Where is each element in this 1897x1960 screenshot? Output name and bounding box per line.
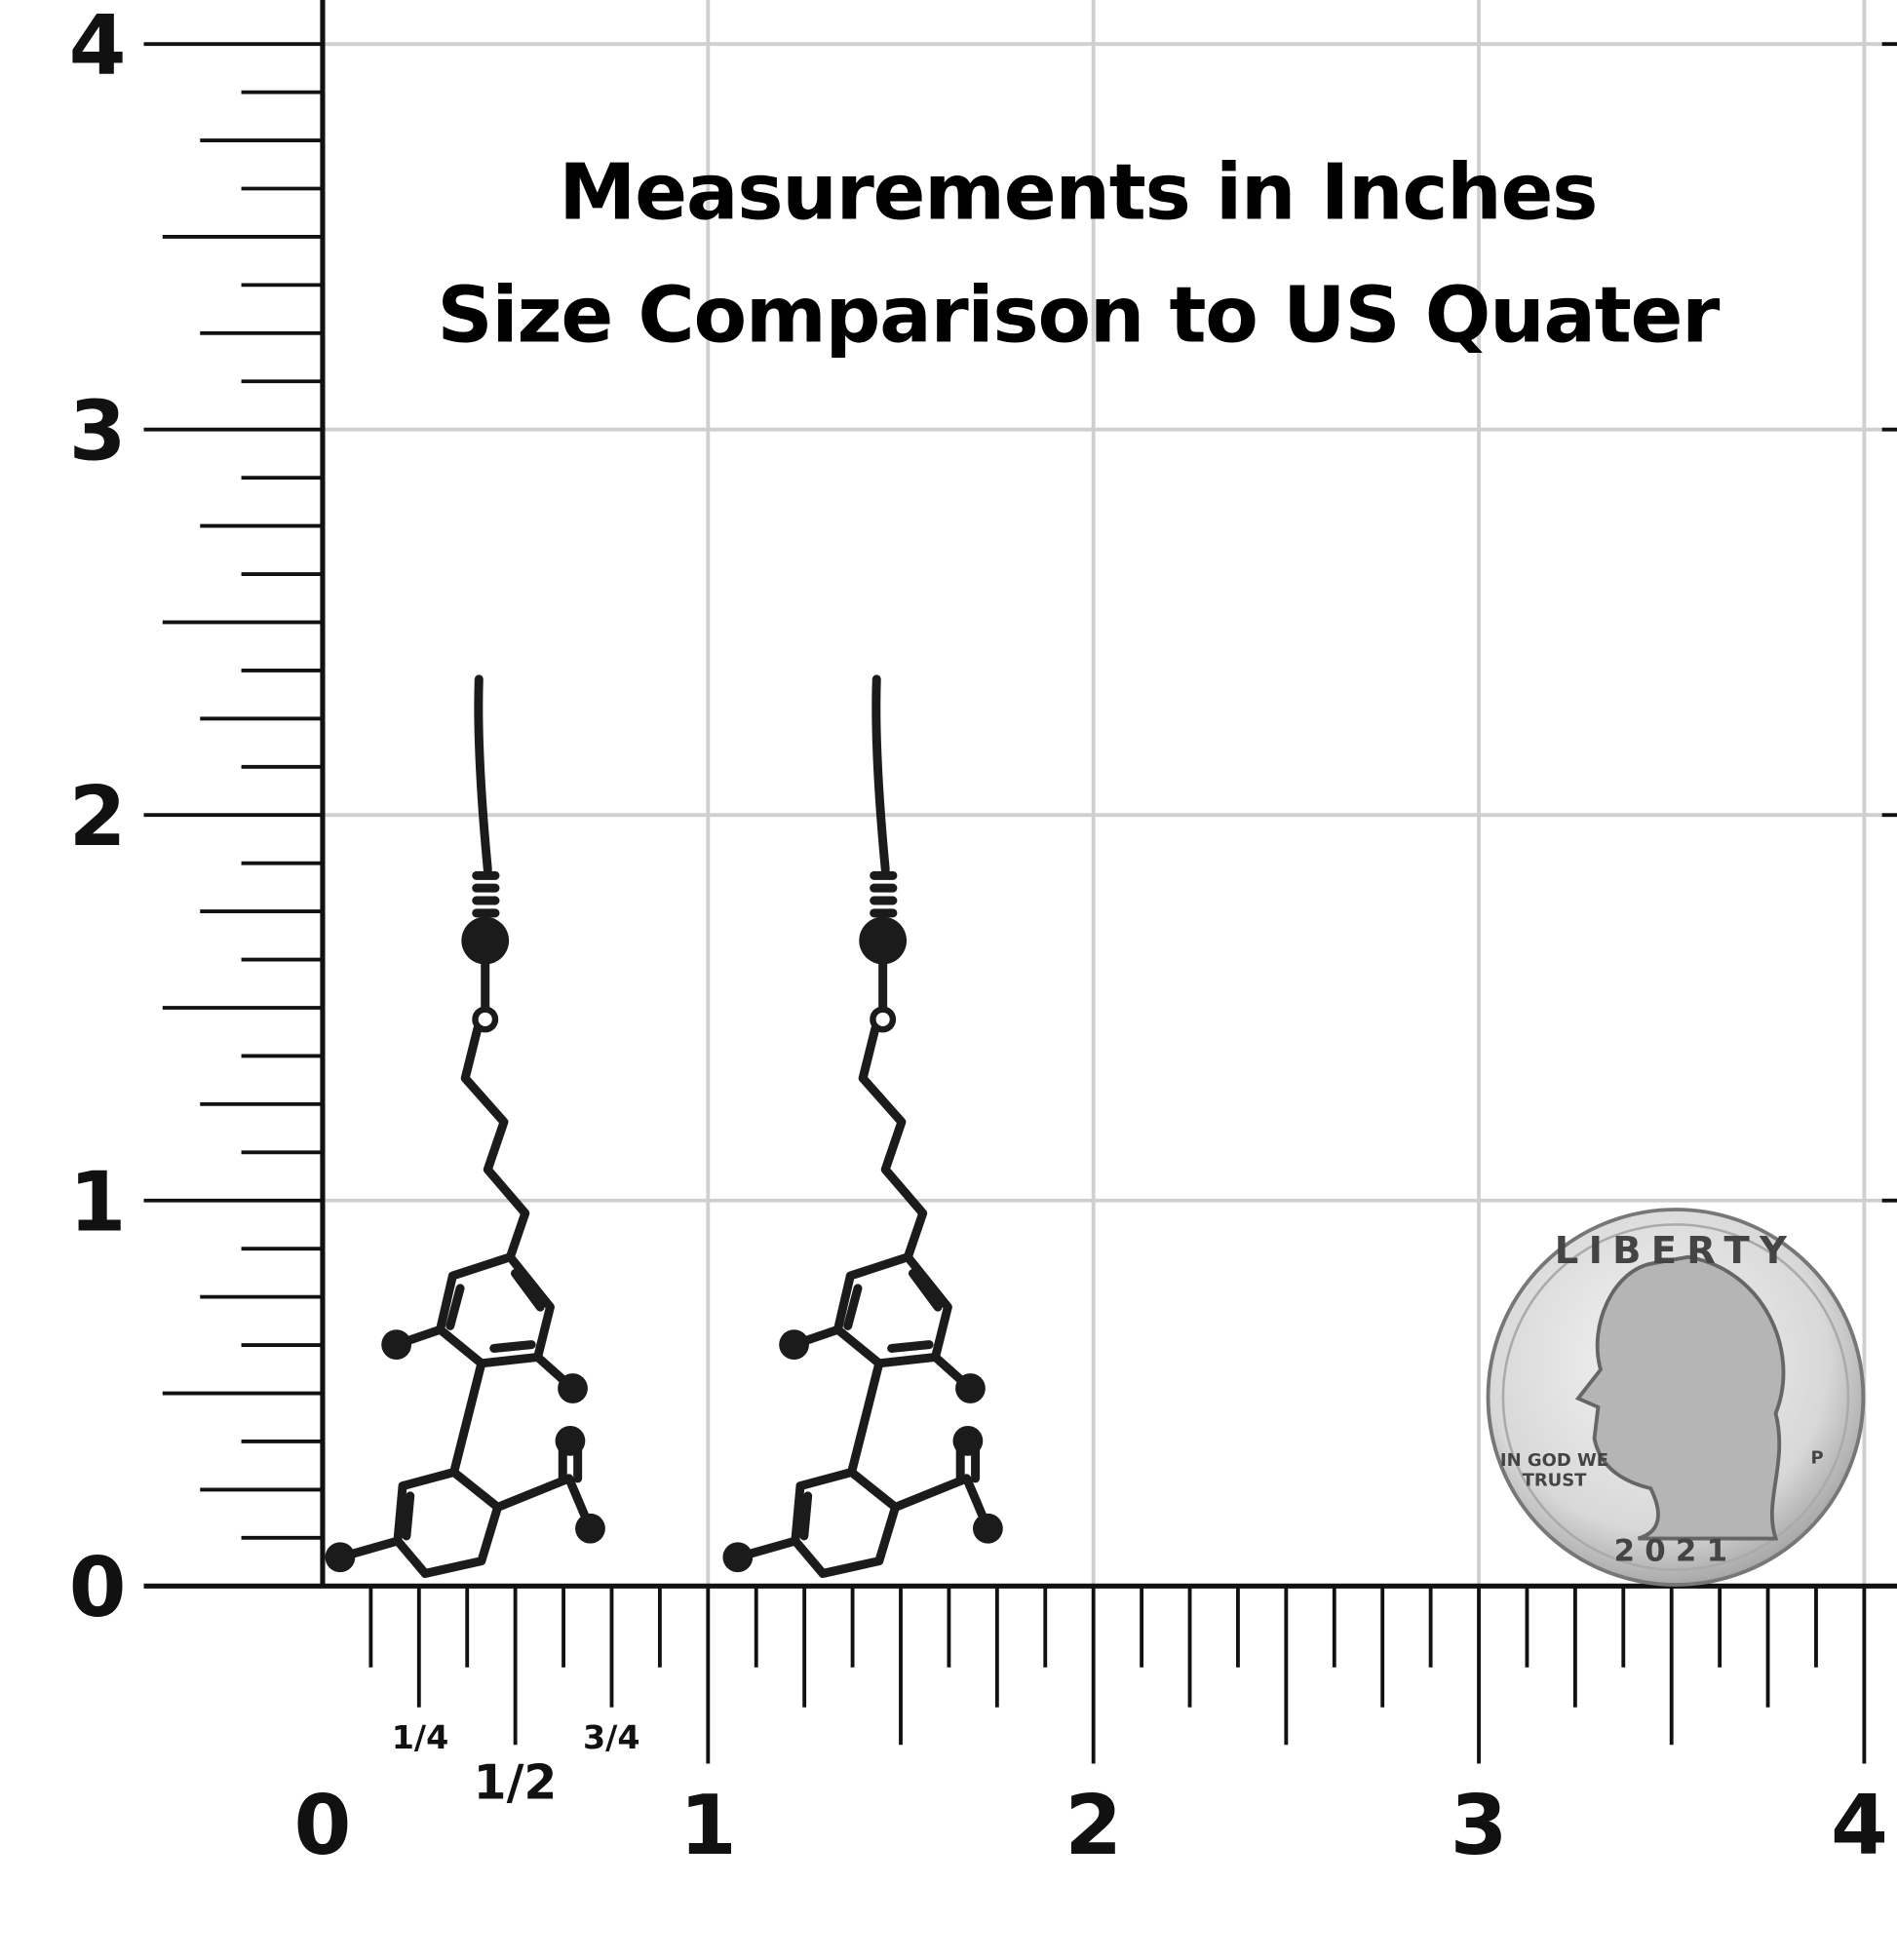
grid [322, 0, 1897, 1587]
y-label: 2 [69, 768, 127, 865]
x-label: 2 [1065, 1777, 1122, 1873]
coin-motto-2: TRUST [1523, 1471, 1588, 1491]
coin-motto-1: IN GOD WE [1500, 1450, 1608, 1471]
x-label: 3 [1451, 1777, 1508, 1873]
y-label: 3 [69, 382, 127, 479]
x-label: 1 [679, 1777, 737, 1873]
fraction-label: 3/4 [583, 1718, 640, 1756]
quarter-coin: LIBERTY IN GOD WE TRUST 2021 P [1486, 1208, 1866, 1587]
coin-liberty: LIBERTY [1555, 1229, 1797, 1273]
title-line-2: Size Comparison to US Quater [437, 269, 1720, 360]
coin-year: 2021 [1614, 1534, 1738, 1569]
fraction-label: 1/2 [474, 1755, 558, 1810]
fraction-label: 1/4 [392, 1718, 449, 1756]
title-line-1: Measurements in Inches [559, 147, 1597, 238]
y-label: 1 [69, 1154, 127, 1250]
x-label: 0 [294, 1777, 352, 1873]
y-label: 4 [69, 0, 127, 94]
coin-mint: P [1810, 1448, 1823, 1469]
ruler-ticks [143, 42, 1897, 1764]
x-label: 4 [1831, 1777, 1888, 1873]
y-label: 0 [69, 1539, 127, 1635]
